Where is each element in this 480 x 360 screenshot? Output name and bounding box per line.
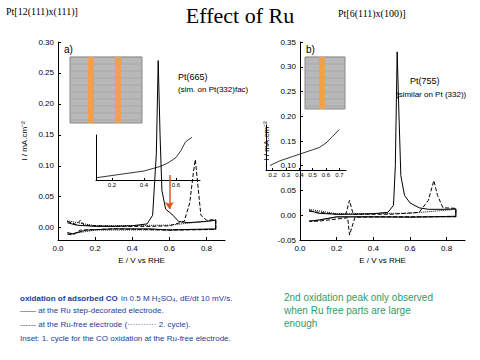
svg-text:E / V vs RHE: E / V vs RHE: [359, 256, 406, 265]
svg-text:0.4: 0.4: [295, 172, 304, 178]
svg-text:-0.05: -0.05: [277, 235, 296, 245]
svg-text:0.30: 0.30: [38, 38, 54, 47]
svg-text:0.20: 0.20: [38, 99, 54, 108]
svg-text:0.3: 0.3: [282, 172, 291, 178]
svg-text:(sim. on Pt(332)fac): (sim. on Pt(332)fac): [178, 85, 249, 94]
svg-text:0.8: 0.8: [201, 244, 213, 253]
svg-text:0.4: 0.4: [140, 182, 149, 188]
svg-text:0.0: 0.0: [52, 244, 64, 253]
svg-text:0.20: 0.20: [280, 112, 296, 121]
svg-text:(similar on Pt (332)): (similar on Pt (332)): [396, 90, 467, 99]
svg-text:0.05: 0.05: [38, 192, 54, 201]
svg-text:0.2: 0.2: [331, 244, 343, 253]
svg-text:0.05: 0.05: [280, 186, 296, 195]
svg-text:Effect of Ru: Effect of Ru: [186, 3, 294, 28]
svg-text:0.25: 0.25: [38, 68, 54, 77]
svg-text:Pt(755): Pt(755): [410, 76, 440, 86]
svg-text:—— at the Ru step-decorated el: —— at the Ru step-decorated electrode.: [20, 306, 164, 315]
svg-text:Inset: 1. cycle for the CO oxi: Inset: 1. cycle for the CO oxidation at …: [20, 334, 231, 343]
svg-text:0.6: 0.6: [322, 172, 331, 178]
svg-text:------ at the Ru-free electrod: ------ at the Ru-free electrode (·······…: [20, 320, 191, 329]
svg-text:0.25: 0.25: [280, 87, 296, 96]
svg-text:Pt[6(111)x(100)]: Pt[6(111)x(100)]: [338, 8, 406, 20]
svg-text:in 0.5 M H₂SO₄, dE/dt 10 mV/s.: in 0.5 M H₂SO₄, dE/dt 10 mV/s.: [121, 294, 232, 303]
svg-text:0.2: 0.2: [90, 244, 102, 253]
svg-text:when Ru free parts are large: when Ru free parts are large: [283, 305, 411, 316]
svg-text:E / V vs RHE: E / V vs RHE: [118, 256, 165, 265]
svg-text:0.6: 0.6: [164, 244, 176, 253]
svg-text:0.0: 0.0: [294, 244, 306, 253]
svg-text:0.10: 0.10: [38, 161, 54, 170]
svg-text:b): b): [306, 44, 315, 55]
svg-text:0.5: 0.5: [308, 172, 317, 178]
svg-text:a): a): [64, 44, 73, 55]
svg-text:0.00: 0.00: [38, 223, 54, 232]
svg-text:2nd oxidation peak only observ: 2nd oxidation peak only observed: [284, 292, 433, 303]
svg-text:0.2: 0.2: [108, 182, 117, 188]
svg-text:0.15: 0.15: [280, 137, 296, 146]
svg-text:0.30: 0.30: [280, 62, 296, 71]
svg-text:0.7: 0.7: [335, 172, 344, 178]
svg-text:0.15: 0.15: [38, 130, 54, 139]
svg-text:0.6: 0.6: [172, 182, 181, 188]
svg-text:Pt[12(111)x(111)]: Pt[12(111)x(111)]: [6, 6, 78, 18]
svg-text:0.00: 0.00: [280, 211, 296, 220]
svg-text:0.2: 0.2: [268, 172, 277, 178]
svg-text:Pt(665): Pt(665): [178, 72, 208, 82]
svg-text:0.4: 0.4: [127, 244, 139, 253]
svg-text:0.4: 0.4: [368, 244, 380, 253]
svg-text:0.10: 0.10: [280, 161, 296, 170]
svg-text:0.8: 0.8: [441, 244, 453, 253]
svg-text:I / mA.cm⁻²: I / mA.cm⁻²: [261, 121, 271, 161]
svg-text:enough: enough: [284, 318, 317, 329]
svg-text:oxidation of adsorbed CO: oxidation of adsorbed CO: [20, 294, 118, 303]
svg-text:I / mA.cm⁻²: I / mA.cm⁻²: [20, 121, 29, 161]
svg-text:0.6: 0.6: [404, 244, 416, 253]
svg-text:0.35: 0.35: [280, 38, 296, 47]
